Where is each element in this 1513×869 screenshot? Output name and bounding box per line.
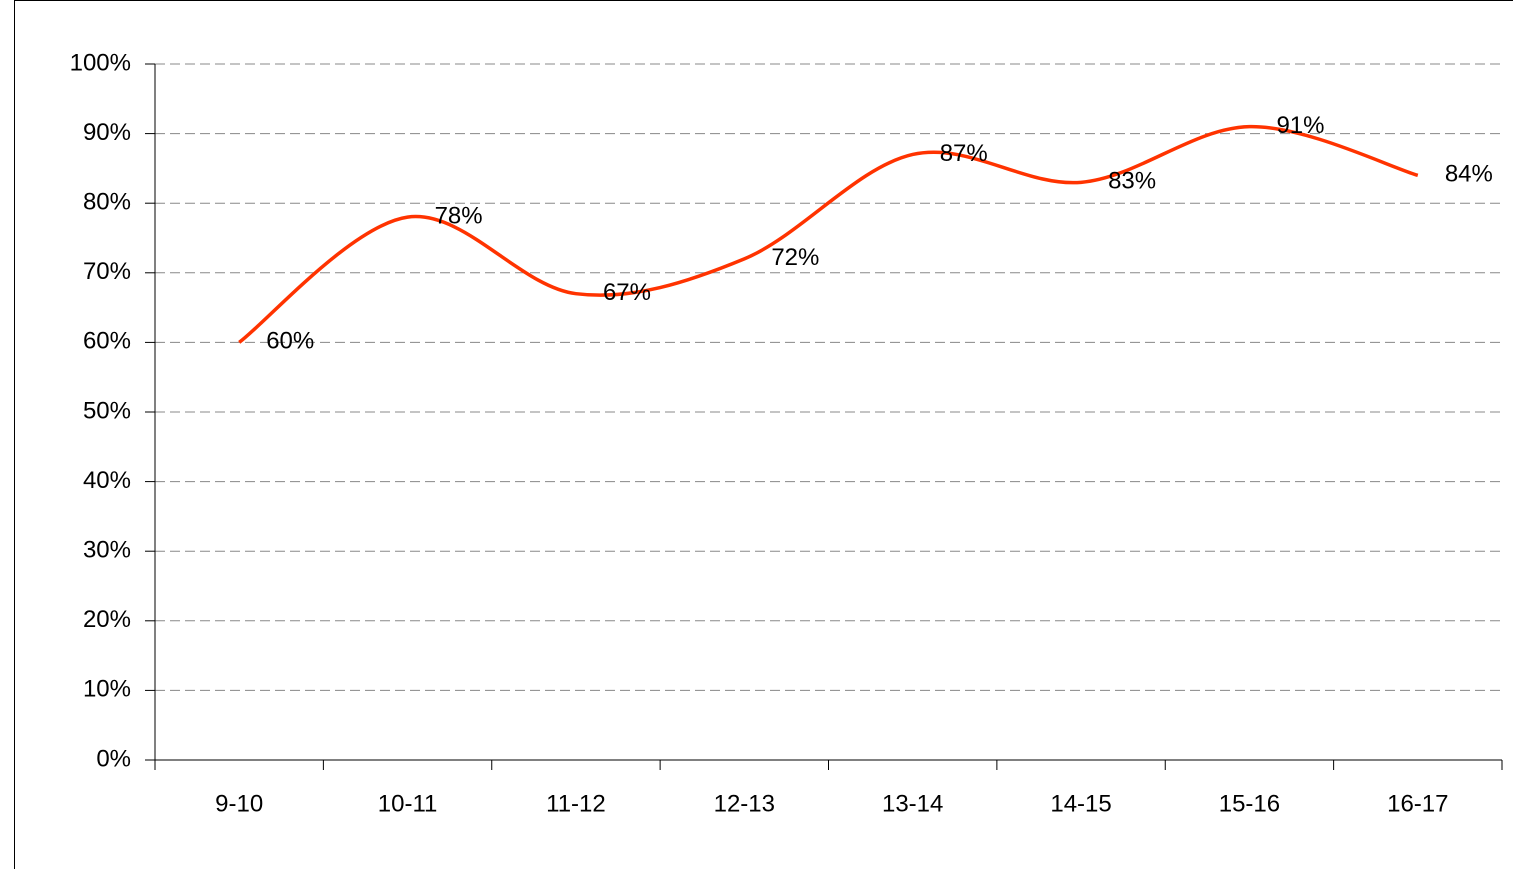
x-tick-label: 12-13	[714, 790, 775, 817]
y-tick-label: 10%	[83, 676, 131, 703]
x-tick-label: 15-16	[1219, 790, 1280, 817]
y-tick-label: 80%	[83, 189, 131, 216]
y-tick-label: 90%	[83, 119, 131, 146]
x-tick-label: 13-14	[882, 790, 943, 817]
x-tick-label: 14-15	[1050, 790, 1111, 817]
y-tick-label: 30%	[83, 537, 131, 564]
y-tick-label: 0%	[96, 745, 131, 772]
data-label: 78%	[435, 202, 483, 229]
data-label: 91%	[1276, 112, 1324, 139]
chart-frame	[14, 0, 1513, 869]
y-tick-label: 60%	[83, 328, 131, 355]
data-label: 67%	[603, 279, 651, 306]
x-tick-label: 11-12	[546, 790, 606, 817]
x-tick-label: 9-10	[215, 790, 263, 817]
x-tick-label: 10-11	[378, 790, 438, 817]
data-label: 84%	[1445, 161, 1493, 188]
x-tick-label: 16-17	[1387, 790, 1448, 817]
data-label: 87%	[940, 140, 988, 167]
data-label: 60%	[266, 328, 314, 355]
y-tick-label: 70%	[83, 258, 131, 285]
y-tick-label: 20%	[83, 606, 131, 633]
y-tick-label: 40%	[83, 467, 131, 494]
data-line	[238, 124, 1419, 344]
y-tick-label: 50%	[83, 397, 131, 424]
data-label: 83%	[1108, 168, 1156, 195]
y-tick-label: 100%	[70, 49, 131, 76]
data-label: 72%	[771, 244, 819, 271]
